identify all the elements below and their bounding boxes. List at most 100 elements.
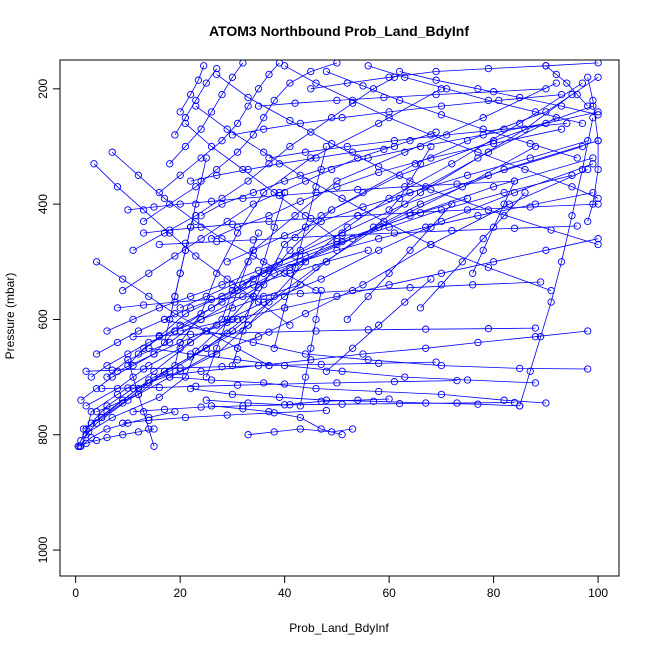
data-point — [594, 235, 602, 243]
data-point — [145, 344, 153, 352]
data-point — [463, 376, 472, 384]
data-point — [280, 269, 289, 277]
data-point — [192, 200, 200, 208]
data-point — [338, 400, 346, 408]
data-point — [343, 79, 351, 87]
data-point — [354, 212, 362, 220]
series-line-16 — [148, 347, 536, 384]
data-point — [395, 399, 404, 408]
data-point — [244, 102, 252, 110]
data-point — [260, 114, 268, 122]
data-point — [192, 382, 200, 390]
data-point — [265, 154, 273, 162]
data-point — [213, 321, 221, 329]
data-point — [134, 390, 143, 399]
data-point — [307, 344, 315, 352]
data-point — [202, 344, 210, 352]
data-point — [453, 180, 461, 188]
data-point — [233, 119, 242, 128]
data-point — [129, 373, 137, 381]
data-point — [119, 275, 127, 283]
data-point — [317, 286, 325, 295]
data-point — [364, 246, 372, 254]
data-point — [176, 364, 184, 372]
data-point — [192, 212, 200, 220]
data-point — [489, 258, 498, 266]
data-point — [113, 390, 122, 399]
data-point — [416, 160, 425, 168]
data-point — [312, 79, 320, 87]
data-point — [160, 194, 169, 203]
data-point — [92, 350, 101, 358]
data-point — [103, 361, 111, 370]
data-point — [218, 200, 226, 208]
series-line-26 — [169, 62, 244, 165]
data-point — [589, 114, 597, 122]
data-point — [578, 119, 587, 128]
y-tick-label: 600 — [36, 309, 50, 329]
data-point — [484, 96, 493, 105]
x-tick-label: 0 — [72, 586, 79, 600]
data-point — [129, 408, 137, 416]
data-point — [291, 233, 299, 242]
data-point — [270, 96, 278, 105]
data-point — [103, 425, 111, 433]
data-point — [291, 212, 299, 220]
data-point — [584, 102, 592, 110]
data-point — [557, 125, 566, 133]
data-point — [594, 194, 602, 203]
data-point — [239, 327, 247, 335]
data-point — [213, 70, 221, 79]
data-point — [260, 298, 268, 306]
data-point — [589, 200, 597, 208]
data-point — [406, 137, 414, 145]
x-axis-title: Prob_Land_BdyInf — [289, 621, 389, 635]
data-point — [427, 186, 435, 194]
data-point — [254, 229, 263, 237]
data-point — [249, 236, 257, 244]
data-point — [416, 142, 425, 151]
data-point — [166, 226, 174, 234]
data-point — [270, 428, 278, 436]
data-point — [202, 373, 210, 381]
data-point — [469, 269, 477, 277]
data-point — [573, 90, 581, 99]
data-point — [119, 286, 127, 295]
x-tick-label: 20 — [173, 586, 187, 600]
data-point — [176, 269, 184, 277]
data-point — [87, 408, 95, 416]
data-point — [77, 396, 85, 404]
data-point — [322, 142, 331, 151]
data-point — [129, 246, 137, 254]
data-point — [265, 217, 273, 226]
series-line-74 — [388, 146, 432, 211]
data-point — [521, 188, 529, 197]
data-point — [484, 263, 493, 272]
data-point — [375, 168, 383, 177]
data-point — [265, 408, 273, 416]
data-point — [275, 393, 284, 401]
data-point — [160, 338, 169, 347]
series-line-55 — [159, 225, 578, 245]
data-point — [92, 408, 101, 416]
data-point — [333, 177, 341, 185]
data-point — [87, 433, 95, 442]
data-point — [197, 177, 205, 185]
data-point — [194, 76, 203, 84]
data-point — [338, 367, 346, 375]
data-point — [489, 139, 498, 148]
data-point — [275, 258, 284, 266]
data-point — [448, 160, 456, 168]
data-point — [218, 194, 226, 203]
data-point — [526, 367, 534, 375]
series-line-34 — [106, 198, 468, 332]
data-point — [192, 102, 200, 110]
data-point — [484, 64, 493, 73]
data-point — [207, 197, 216, 205]
data-point — [186, 223, 195, 231]
data-point — [92, 258, 101, 266]
data-point — [584, 165, 592, 174]
series-line-71 — [519, 117, 594, 407]
data-point — [87, 419, 95, 427]
